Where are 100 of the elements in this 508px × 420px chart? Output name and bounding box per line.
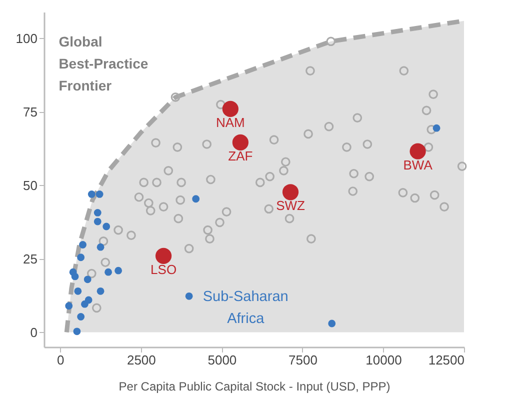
y-tick-label: 75: [23, 104, 38, 120]
x-tick-label: 10000: [366, 352, 402, 368]
x-tick-label: 0: [57, 352, 64, 368]
point: [158, 202, 168, 212]
point: [77, 254, 85, 262]
point: [104, 268, 112, 276]
point: [398, 188, 408, 198]
point: [348, 186, 358, 196]
point: [176, 178, 186, 188]
point: [203, 225, 212, 235]
point: [92, 303, 102, 313]
point: [71, 272, 79, 280]
point: [269, 135, 279, 144]
point: [192, 195, 200, 203]
point: [352, 113, 362, 122]
point: [362, 140, 372, 149]
point: [86, 268, 96, 278]
y-tick-label: 0: [30, 324, 38, 340]
x-tick-label: 12500: [428, 352, 464, 368]
point: [206, 174, 216, 184]
point: [184, 244, 194, 254]
point: [326, 36, 336, 46]
point: [205, 234, 214, 244]
point: [146, 206, 156, 216]
point: [88, 190, 96, 198]
point: [96, 243, 104, 251]
data-label: BWA: [403, 157, 433, 172]
point: [152, 178, 162, 188]
point: [282, 184, 299, 200]
data-label: LSO: [150, 262, 177, 277]
point: [426, 124, 436, 134]
point: [216, 100, 226, 110]
point: [232, 134, 248, 151]
point: [151, 138, 160, 148]
point: [306, 66, 315, 76]
point: [255, 178, 265, 188]
point: [440, 202, 449, 212]
series-label: Sub-Saharan Africa: [202, 289, 288, 328]
point: [399, 66, 409, 76]
point: [349, 168, 359, 178]
y-tick-label: 50: [23, 178, 38, 193]
point: [264, 204, 274, 214]
point: [202, 140, 212, 149]
point: [114, 266, 122, 274]
point: [172, 142, 182, 152]
point: [164, 166, 174, 176]
point: [81, 300, 88, 308]
point: [424, 142, 434, 152]
point: [79, 241, 86, 248]
point: [126, 230, 136, 240]
x-tick-label: 2500: [126, 352, 156, 368]
point: [432, 124, 440, 132]
y-tick-label: 25: [23, 251, 38, 266]
point: [84, 276, 92, 284]
point: [185, 292, 193, 300]
point: [98, 236, 108, 246]
point: [96, 190, 104, 198]
x-tick-label: 5000: [208, 352, 237, 368]
point: [422, 106, 432, 116]
x-tick-label: 7500: [288, 352, 318, 368]
point: [73, 328, 81, 336]
point: [134, 192, 144, 202]
point: [174, 214, 184, 224]
point: [222, 207, 232, 216]
y-tick-label: 100: [16, 30, 38, 46]
point: [410, 143, 426, 160]
point: [410, 193, 420, 203]
data-label: NAM: [216, 114, 245, 130]
point: [430, 190, 440, 200]
point: [428, 90, 438, 99]
point: [102, 222, 110, 230]
point: [324, 122, 334, 132]
point: [222, 100, 238, 118]
point: [364, 172, 374, 182]
point: [94, 209, 102, 216]
data-label: ZAF: [228, 148, 253, 164]
point: [114, 225, 123, 235]
point: [306, 234, 316, 244]
data-label: SWZ: [276, 198, 306, 214]
point: [94, 218, 102, 226]
point: [155, 248, 172, 264]
point: [284, 214, 294, 224]
point: [170, 92, 180, 102]
point: [77, 313, 85, 320]
point: [74, 287, 82, 295]
point: [280, 157, 290, 167]
point: [215, 218, 224, 228]
point: [304, 129, 313, 139]
point: [96, 287, 104, 295]
point: [176, 195, 186, 205]
point: [100, 258, 110, 268]
point: [457, 162, 467, 171]
point: [65, 302, 73, 310]
x-axis-title: Per Capita Public Capital Stock - Input (USD, PPP): [118, 380, 390, 394]
series-label: Global Best-Practice Frontier: [58, 33, 148, 94]
point: [342, 142, 352, 152]
point: [279, 166, 288, 176]
point: [139, 178, 149, 188]
point: [144, 198, 154, 208]
point: [265, 172, 275, 182]
